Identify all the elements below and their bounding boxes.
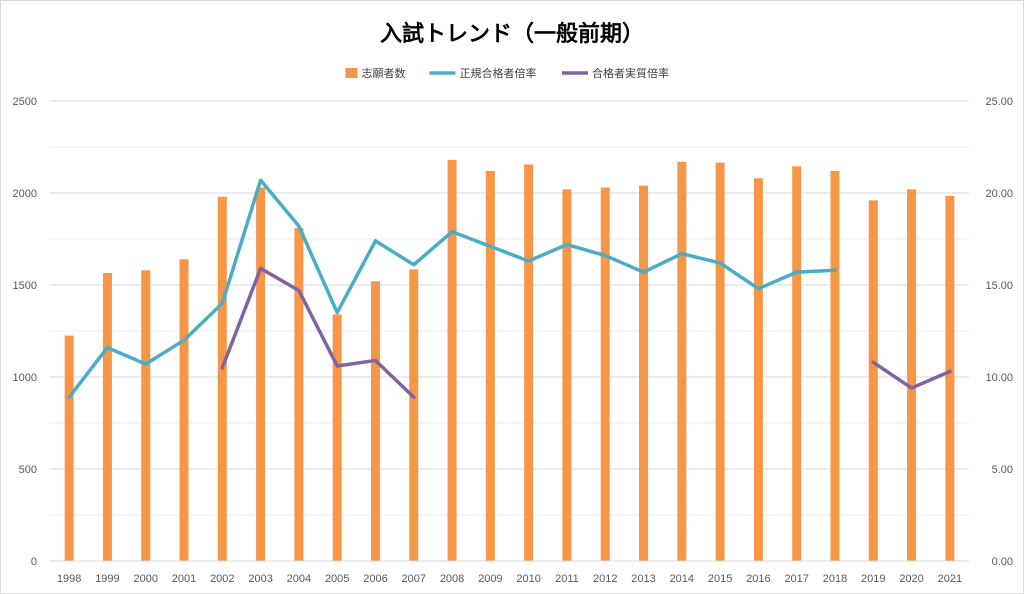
x-tick-label: 2014 xyxy=(670,573,694,585)
series-line xyxy=(871,360,952,390)
x-tick-label: 1999 xyxy=(95,573,119,585)
x-tick-label: 2001 xyxy=(172,573,196,585)
y-left-tick-label: 500 xyxy=(19,464,37,476)
bar xyxy=(524,164,534,562)
y-left-tick-label: 2000 xyxy=(13,188,37,200)
legend-label: 合格者実質倍率 xyxy=(592,66,669,80)
legend-label: 正規合格者倍率 xyxy=(460,66,537,80)
series-line xyxy=(220,266,416,399)
bar xyxy=(945,195,955,561)
x-tick-label: 2012 xyxy=(593,573,617,585)
bar-series xyxy=(64,159,955,562)
y-left-tick-label: 1500 xyxy=(13,280,37,292)
bar xyxy=(715,162,725,561)
y-right-tick-label: 25.00 xyxy=(985,96,1013,108)
y-left-tick-label: 1000 xyxy=(13,372,37,384)
x-tick-label: 2011 xyxy=(555,573,579,585)
x-tick-label: 2017 xyxy=(784,573,808,585)
x-tick-label: 2000 xyxy=(133,573,157,585)
legend-label: 志願者数 xyxy=(362,67,406,80)
x-tick-label: 2006 xyxy=(363,573,387,585)
x-tick-label: 2016 xyxy=(746,573,770,585)
x-tick-label: 2013 xyxy=(631,573,655,585)
line-series xyxy=(67,178,952,399)
x-tick-label: 2005 xyxy=(325,573,349,585)
gridlines xyxy=(50,100,969,516)
x-tick-label: 2018 xyxy=(823,573,847,585)
x-tick-label: 2021 xyxy=(938,573,962,585)
y-right-tick-label: 0.00 xyxy=(992,556,1013,568)
bar xyxy=(868,200,878,562)
legend-swatch xyxy=(345,68,358,78)
bar xyxy=(370,281,380,561)
bar xyxy=(141,270,151,561)
y-left-tick-label: 2500 xyxy=(13,96,37,108)
x-tick-label: 1998 xyxy=(57,573,81,585)
bar xyxy=(447,159,457,561)
x-tick-label: 2002 xyxy=(210,573,234,585)
y-right-tick-label: 20.00 xyxy=(985,188,1013,200)
bar xyxy=(792,166,802,561)
bar xyxy=(256,187,266,562)
bar xyxy=(907,189,917,561)
chart-title: 入試トレンド（一般前期） xyxy=(380,21,644,47)
bar xyxy=(179,259,189,561)
axes: 0 500 1000 1500 2000 2500 0.00 5.00 10.00 15.00 20… xyxy=(13,96,1013,585)
bar xyxy=(409,269,419,561)
bar xyxy=(485,170,495,562)
bar xyxy=(562,189,572,561)
y-left-tick-label: 0 xyxy=(31,556,37,568)
x-tick-label: 2019 xyxy=(861,573,885,585)
x-tick-label: 2003 xyxy=(248,573,272,585)
bar xyxy=(64,335,74,561)
bar xyxy=(332,314,342,561)
x-tick-label: 2010 xyxy=(516,573,540,585)
bar xyxy=(753,178,763,561)
series-line xyxy=(67,178,837,399)
bar xyxy=(639,185,649,561)
bar xyxy=(830,170,840,562)
x-tick-label: 2008 xyxy=(440,573,464,585)
x-tick-label: 2004 xyxy=(287,573,311,585)
x-tick-label: 2009 xyxy=(478,573,502,585)
bar xyxy=(677,161,687,561)
legend: 志願者数 正規合格者倍率 合格者実質倍率 xyxy=(345,66,669,80)
bar xyxy=(600,187,610,562)
y-right-tick-label: 5.00 xyxy=(992,464,1013,476)
y-right-tick-label: 15.00 xyxy=(985,280,1013,292)
x-tick-label: 2007 xyxy=(402,573,426,585)
bar xyxy=(102,273,112,561)
bar xyxy=(294,227,304,561)
bar xyxy=(217,196,227,561)
x-tick-label: 2020 xyxy=(899,573,923,585)
x-tick-label: 2015 xyxy=(708,573,732,585)
y-right-tick-label: 10.00 xyxy=(985,372,1013,384)
